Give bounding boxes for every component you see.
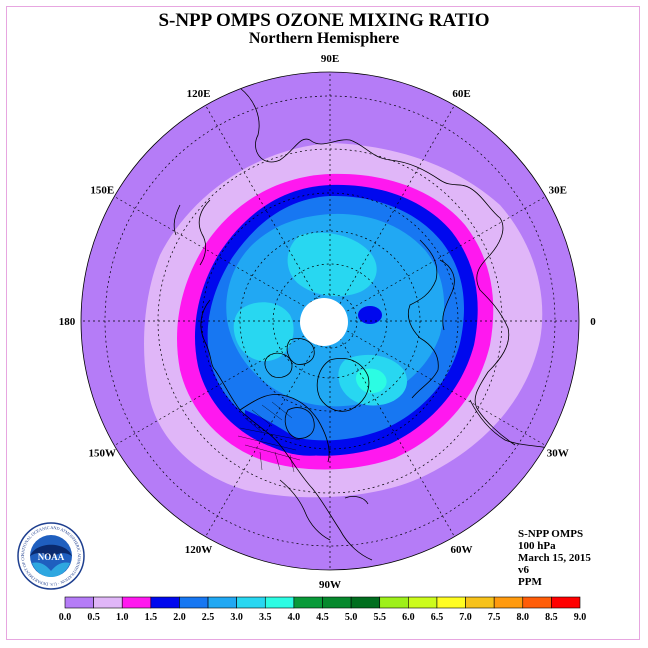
figure-title: S-NPP OMPS OZONE MIXING RATIO: [158, 10, 490, 31]
colorbar-swatch: [264, 596, 295, 609]
colorbar-swatch: [379, 596, 409, 609]
meridian-label: 120E: [187, 88, 211, 100]
colorbar-tick-label: 5.5: [373, 612, 386, 623]
colorbar-swatch: [436, 596, 466, 609]
ozone-region-cyan-2: [233, 302, 294, 362]
colorbar-tick-label: 6.0: [402, 612, 415, 623]
colorbar-swatch: [179, 596, 209, 609]
noaa-logo-word: NOAA: [38, 552, 65, 562]
ozone-region-low-blue: [358, 306, 382, 324]
meridian-line: [205, 320, 331, 537]
colorbar-swatch: [350, 596, 381, 609]
meridian-label: 150W: [88, 448, 116, 460]
colorbar-swatch: [150, 596, 180, 609]
meridian-label: 90W: [319, 579, 341, 591]
colorbar: 0.0 0.5 1.0 1.5 2.0 2.5 3.0 3.5 4.0 4.5 5.0 5.5 6.0 6…: [59, 596, 587, 623]
colorbar-swatch: [121, 596, 152, 609]
us-state-lines: [237, 401, 301, 473]
info-version: v6: [518, 564, 529, 576]
colorbar-swatch: [293, 596, 323, 609]
colorbar-tick-label: 2.5: [202, 612, 215, 623]
meridian-label: 150E: [90, 185, 114, 197]
figure-frame: [6, 6, 640, 640]
colorbar-swatch: [64, 596, 94, 609]
colorbar-swatch: [493, 596, 524, 609]
colorbar-tick-label: 8.5: [545, 612, 558, 623]
meridian-line: [205, 105, 331, 322]
info-date: March 15, 2015: [518, 552, 591, 564]
colorbar-swatch: [93, 596, 123, 609]
colorbar-swatch: [236, 596, 266, 609]
colorbar-tick-label: 9.0: [574, 612, 587, 623]
meridian-label: 30W: [547, 448, 569, 460]
ozone-region-na-tongue: [244, 410, 320, 456]
coastlines: [173, 87, 549, 561]
colorbar-tick-label: 4.5: [316, 612, 329, 623]
colorbar-swatch: [408, 596, 438, 609]
colorbar-swatch: [207, 596, 237, 609]
colorbar-tick-label: 1.0: [116, 612, 129, 623]
meridian-label: 120W: [185, 544, 213, 556]
colorbar-tick-label: 8.0: [517, 612, 530, 623]
colorbar-tick-label: 7.0: [459, 612, 472, 623]
ozone-region-cyan: [287, 232, 377, 297]
map-border: [80, 71, 580, 571]
meridian-line: [329, 320, 455, 537]
info-instrument: S-NPP OMPS: [518, 528, 584, 540]
meridian-lines: [81, 72, 579, 570]
meridian-labels: 90E 60E 30E 0 30W 60W 90W 120W 150W 180 150E 120E: [59, 53, 597, 591]
ozone-region-aqua: [355, 368, 387, 394]
meridian-line: [329, 320, 546, 446]
colorbar-swatch: [322, 596, 352, 609]
colorbar-tick-label: 7.5: [488, 612, 501, 623]
colorbar-tick-label: 5.0: [345, 612, 358, 623]
colorbar-tick-label: 2.0: [173, 612, 186, 623]
colorbar-swatch: [522, 596, 552, 609]
colorbar-tick-label: 0.0: [59, 612, 72, 623]
meridian-label: 180: [59, 316, 76, 328]
colorbar-tick-label: 6.5: [431, 612, 444, 623]
meridian-label: 60E: [452, 88, 470, 100]
noaa-logo: NOAA NATIONAL OCEANIC AND ATMOSPHERIC AD…: [16, 521, 85, 590]
meridian-line: [114, 196, 331, 322]
meridian-line: [114, 320, 331, 446]
colorbar-tick-label: 4.0: [288, 612, 301, 623]
colorbar-tick-label: 3.5: [259, 612, 272, 623]
meridian-label: 60W: [451, 544, 473, 556]
info-level: 100 hPa: [518, 540, 556, 552]
colorbar-swatch: [465, 596, 495, 609]
meridian-line: [329, 105, 455, 322]
meridian-label: 0: [590, 316, 596, 328]
colorbar-tick-label: 1.5: [145, 612, 158, 623]
info-units: PPM: [518, 576, 542, 588]
colorbar-tick-label: 0.5: [87, 612, 100, 623]
meridian-label: 90E: [321, 53, 339, 65]
figure-subtitle: Northern Hemisphere: [248, 30, 400, 47]
polar-no-data-cap: [300, 298, 348, 346]
meridian-line: [329, 196, 546, 322]
colorbar-swatch: [551, 596, 581, 609]
meridian-label: 30E: [549, 185, 567, 197]
colorbar-tick-label: 3.0: [230, 612, 243, 623]
